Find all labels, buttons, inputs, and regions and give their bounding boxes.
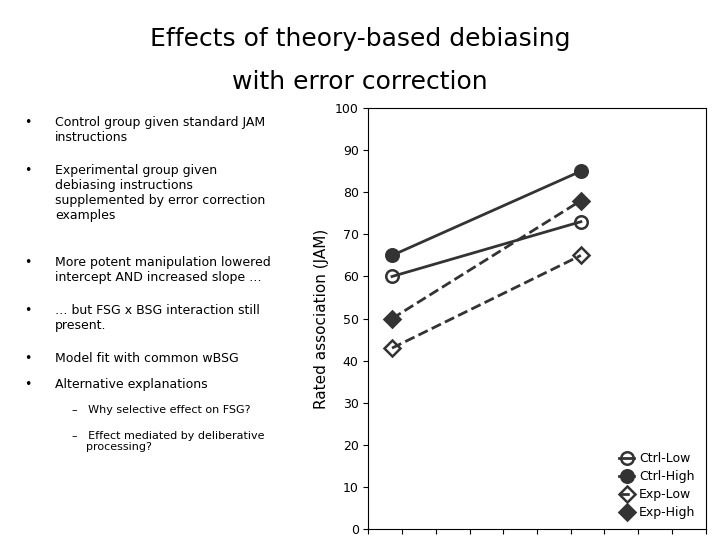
Line: Ctrl-High: Ctrl-High [386,165,587,262]
Legend: Ctrl-Low, Ctrl-High, Exp-Low, Exp-High: Ctrl-Low, Ctrl-High, Exp-Low, Exp-High [616,448,699,523]
Text: … but FSG x BSG interaction still
present.: … but FSG x BSG interaction still presen… [55,304,260,332]
Text: •: • [24,352,32,365]
Text: •: • [24,304,32,318]
Exp-High [577,198,585,204]
Text: •: • [24,165,32,178]
Exp-Low [577,252,585,259]
Exp-Low [387,345,396,352]
Ctrl-High [577,168,585,174]
Exp-High [387,315,396,322]
Text: Model fit with common wBSG: Model fit with common wBSG [55,352,238,365]
Line: Exp-Low: Exp-Low [387,250,586,354]
Text: –   Why selective effect on FSG?: – Why selective effect on FSG? [72,404,251,415]
Ctrl-Low [387,273,396,280]
Y-axis label: Rated association (JAM): Rated association (JAM) [314,228,329,409]
Text: More potent manipulation lowered
intercept AND increased slope …: More potent manipulation lowered interce… [55,256,271,284]
Ctrl-Low [577,219,585,225]
Text: •: • [24,256,32,269]
Line: Exp-High: Exp-High [387,195,586,324]
Line: Ctrl-Low: Ctrl-Low [386,215,587,283]
Text: Control group given standard JAM
instructions: Control group given standard JAM instruc… [55,117,265,144]
Text: –   Effect mediated by deliberative
    processing?: – Effect mediated by deliberative proces… [72,430,264,452]
Text: with error correction: with error correction [232,70,488,94]
Text: •: • [24,117,32,130]
Text: •: • [24,379,32,392]
Text: Effects of theory-based debiasing: Effects of theory-based debiasing [150,27,570,51]
Ctrl-High [387,252,396,259]
Text: Experimental group given
debiasing instructions
supplemented by error correction: Experimental group given debiasing instr… [55,165,265,222]
Text: Alternative explanations: Alternative explanations [55,379,207,392]
